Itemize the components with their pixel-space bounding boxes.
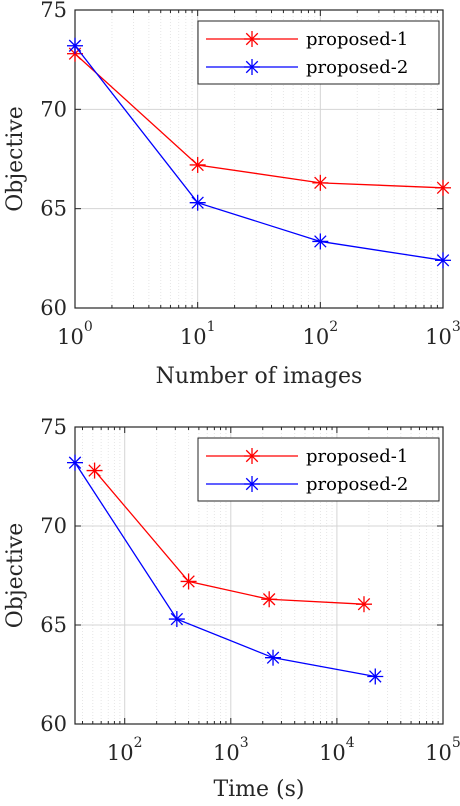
x-tick-label: 103 <box>213 735 249 765</box>
legend-label: proposed-1 <box>306 446 408 467</box>
data-point <box>86 462 103 479</box>
legend-marker <box>244 448 260 464</box>
data-point <box>67 454 83 471</box>
legend: proposed-1 proposed-2 <box>197 437 440 502</box>
legend-box <box>197 437 440 502</box>
ticks <box>74 9 443 309</box>
series-line <box>74 45 444 261</box>
y-axis-label: Objective <box>3 523 28 629</box>
data-point <box>168 611 185 628</box>
legend-label: proposed-2 <box>306 57 408 78</box>
data-point <box>435 252 451 269</box>
y-tick-label: 75 <box>40 415 67 439</box>
legend-entry: proposed-1 <box>206 29 408 50</box>
y-tick-label: 70 <box>40 514 67 538</box>
x-tick-label: 100 <box>57 319 93 349</box>
data-point <box>189 194 206 211</box>
x-axis-label: Time (s) <box>213 777 304 802</box>
y-axis-label: Objective <box>3 106 28 212</box>
y-tick-label: 60 <box>40 712 67 736</box>
data-point <box>189 156 206 173</box>
data-point <box>67 37 83 54</box>
ticks <box>75 426 443 725</box>
legend-marker <box>244 476 260 492</box>
x-tick-label: 104 <box>319 735 355 765</box>
legend-entry: proposed-2 <box>206 57 408 78</box>
y-tick-label: 75 <box>40 0 67 22</box>
series-line <box>74 462 376 678</box>
legend-entry: proposed-1 <box>206 446 408 467</box>
series-line <box>74 53 444 189</box>
legend: proposed-1 proposed-2 <box>197 20 440 85</box>
x-tick-label: 103 <box>425 319 460 349</box>
data-point <box>355 596 372 613</box>
x-tick-label: 105 <box>425 735 460 765</box>
chart-2: 60 65 70 75 102 103 104 105 Time (s) Objective pro… <box>3 415 460 802</box>
y-tick-label: 65 <box>40 197 67 221</box>
data-point <box>180 573 197 590</box>
series-line <box>94 470 365 605</box>
legend-entry: proposed-2 <box>206 474 408 495</box>
data-point <box>367 668 384 685</box>
x-tick-label: 101 <box>180 319 216 349</box>
x-tick-label: 102 <box>303 319 339 349</box>
data-point <box>312 233 329 250</box>
x-tick-label: 102 <box>107 735 143 765</box>
y-tick-label: 65 <box>40 613 67 637</box>
plot-area-frame <box>74 9 444 309</box>
series-1 <box>86 462 372 613</box>
y-tick-label: 70 <box>40 97 67 121</box>
series-2 <box>67 454 384 685</box>
series-2 <box>67 37 451 269</box>
data-point <box>312 174 329 191</box>
x-axis-label: Number of images <box>156 364 363 389</box>
data-point <box>261 591 278 608</box>
legend-marker <box>244 31 260 47</box>
legend-label: proposed-1 <box>306 29 408 50</box>
legend-box <box>197 20 440 85</box>
plot-area-frame <box>74 426 444 725</box>
y-tick-label: 60 <box>40 296 67 320</box>
legend-marker <box>244 59 260 75</box>
data-point <box>265 649 282 666</box>
data-point <box>435 179 451 196</box>
chart-1: 60 65 70 75 100 101 102 103 Number of images Obje… <box>3 0 460 389</box>
legend-label: proposed-2 <box>306 474 408 495</box>
